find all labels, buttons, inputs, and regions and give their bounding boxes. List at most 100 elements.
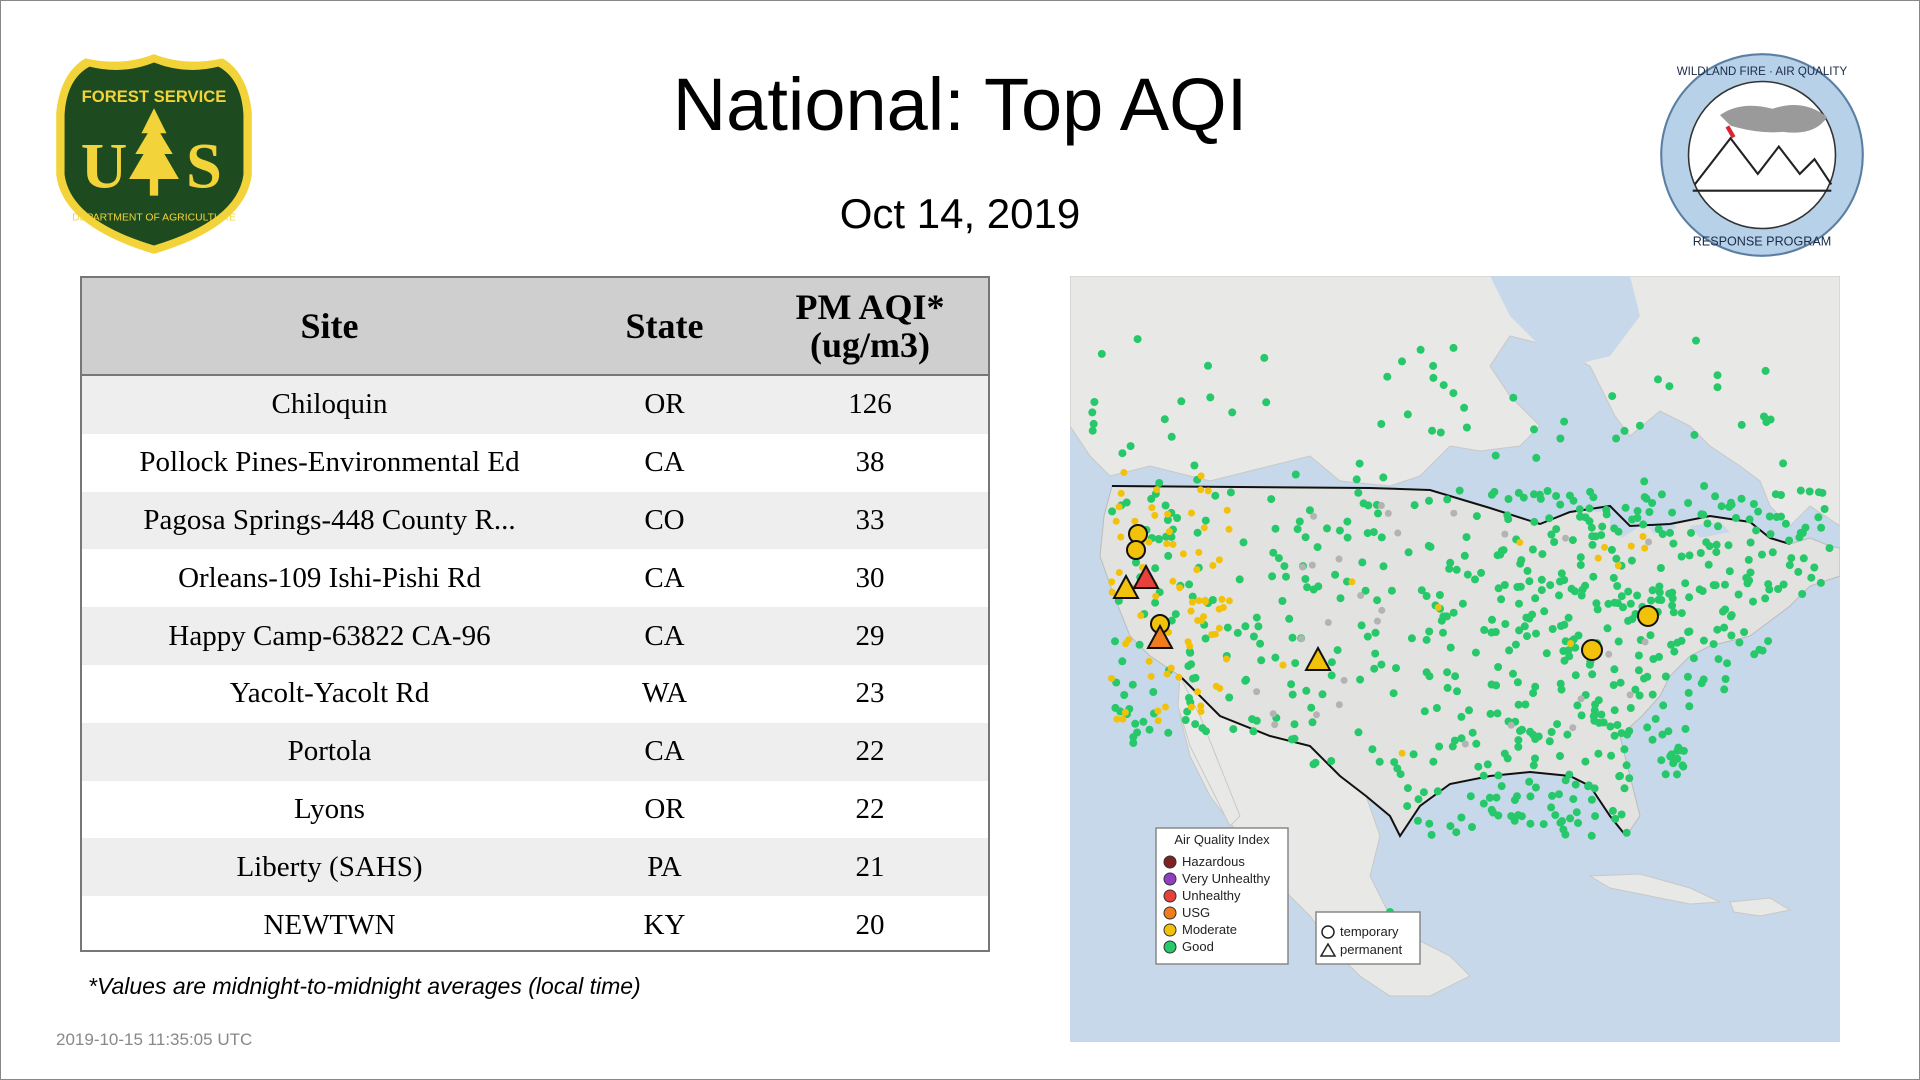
good-site-dot <box>1398 357 1406 366</box>
good-site-dot <box>1765 512 1774 521</box>
good-site-dot <box>1709 581 1718 590</box>
good-site-dot <box>1531 735 1540 743</box>
good-site-dot <box>1696 549 1705 557</box>
good-site-dot <box>1285 614 1294 623</box>
good-site-dot <box>1608 806 1617 815</box>
good-site-dot <box>1355 459 1364 468</box>
good-site-dot <box>1514 488 1523 497</box>
good-site-dot <box>1287 680 1296 689</box>
good-site-dot <box>1185 647 1194 656</box>
cell-aqi: 21 <box>855 850 885 883</box>
cell-state: WA <box>641 677 688 710</box>
good-site-dot <box>1208 596 1217 604</box>
table-row: Pagosa Springs-448 County R... CO 33 <box>82 491 988 550</box>
good-site-dot <box>1709 640 1718 649</box>
moderate-site-dot <box>1179 550 1187 558</box>
moderate-site-dot <box>1121 708 1129 716</box>
good-site-dot <box>1613 599 1622 608</box>
no-data-site-dot <box>1641 638 1649 646</box>
good-site-dot <box>1585 517 1594 526</box>
good-site-dot <box>1779 459 1788 468</box>
moderate-site-dot <box>1151 511 1159 519</box>
aqi-legend: Air Quality Index Hazardous Very Unhealt… <box>1155 827 1289 965</box>
moderate-site-dot <box>1112 517 1120 525</box>
moderate-site-dot <box>1187 703 1195 711</box>
good-site-dot <box>1817 523 1826 532</box>
good-site-dot <box>1530 490 1538 499</box>
good-site-dot <box>1392 664 1400 673</box>
good-site-dot <box>1754 507 1763 516</box>
good-site-dot <box>1303 583 1312 592</box>
good-site-dot <box>1588 670 1597 679</box>
good-site-dot <box>1126 442 1135 451</box>
good-site-dot <box>1403 784 1412 793</box>
good-site-dot <box>1810 563 1819 572</box>
good-site-dot <box>1610 706 1619 715</box>
moderate-site-dot <box>1639 533 1647 540</box>
cell-aqi: 38 <box>855 446 885 479</box>
cell-site: Liberty (SAHS) <box>236 850 423 883</box>
good-site-dot <box>1633 514 1642 522</box>
good-site-dot <box>1151 564 1160 573</box>
good-site-dot <box>1409 750 1418 759</box>
table-row: Chiloquin OR 126 <box>82 376 988 434</box>
good-site-dot <box>1548 791 1557 800</box>
good-site-dot <box>1185 694 1193 702</box>
svg-text:WILDLAND FIRE · AIR QUALITY: WILDLAND FIRE · AIR QUALITY <box>1677 66 1848 78</box>
good-site-dot <box>1794 567 1803 576</box>
good-site-dot <box>1260 353 1269 362</box>
good-site-dot <box>1805 487 1814 496</box>
no-data-site-dot <box>1645 538 1653 546</box>
legend-swatch-usg <box>1163 906 1177 920</box>
good-site-dot <box>1677 609 1686 618</box>
good-site-dot <box>1436 428 1445 437</box>
good-site-dot <box>1560 620 1569 629</box>
good-site-dot <box>1556 500 1565 509</box>
moderate-site-dot <box>1117 489 1125 497</box>
good-site-dot <box>1452 828 1461 837</box>
good-site-dot <box>1301 533 1310 542</box>
good-site-dot <box>1407 634 1416 643</box>
good-site-dot <box>1327 671 1336 680</box>
good-site-dot <box>1191 720 1200 729</box>
cell-state: OR <box>644 388 685 421</box>
good-site-dot <box>1343 517 1352 526</box>
good-site-dot <box>1617 810 1626 819</box>
good-site-dot <box>1648 586 1657 595</box>
good-site-dot <box>1654 375 1662 384</box>
good-site-dot <box>1363 632 1372 641</box>
good-site-dot <box>1798 590 1807 598</box>
good-site-dot <box>1458 599 1467 608</box>
good-site-dot <box>1606 722 1615 731</box>
moderate-site-dot <box>1115 503 1123 511</box>
good-site-dot <box>1383 372 1392 381</box>
good-site-dot <box>1825 544 1834 553</box>
good-site-dot <box>1468 728 1477 737</box>
moderate-site-dot <box>1164 510 1172 518</box>
no-data-site-dot <box>1377 502 1385 509</box>
cell-site: Orleans-109 Ishi-Pishi Rd <box>178 561 481 594</box>
good-site-dot <box>1714 522 1722 531</box>
good-site-dot <box>1446 558 1455 567</box>
good-site-dot <box>1814 513 1823 522</box>
good-site-dot <box>1768 548 1777 557</box>
good-site-dot <box>1676 746 1685 755</box>
good-site-dot <box>1774 585 1783 593</box>
good-site-dot <box>1723 659 1732 668</box>
good-site-dot <box>1576 512 1585 521</box>
good-site-dot <box>1354 488 1363 497</box>
good-site-dot <box>1612 434 1621 443</box>
no-data-site-dot <box>1335 701 1343 709</box>
good-site-dot <box>1387 586 1396 595</box>
good-site-dot <box>1620 745 1629 754</box>
moderate-site-dot <box>1147 672 1155 680</box>
good-site-dot <box>1556 679 1565 688</box>
good-site-dot <box>1204 361 1212 370</box>
good-site-dot <box>1535 490 1544 499</box>
good-site-dot <box>1377 420 1386 428</box>
moderate-site-dot <box>1145 538 1153 546</box>
good-site-dot <box>1758 550 1766 559</box>
good-site-dot <box>1521 700 1530 709</box>
table-row: Portola CA 22 <box>82 722 988 781</box>
good-site-dot <box>1472 739 1481 748</box>
